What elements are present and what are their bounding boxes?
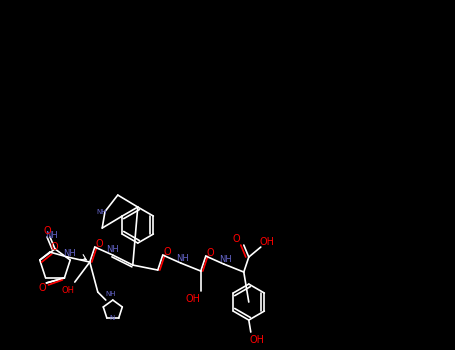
Text: NH: NH: [106, 291, 116, 297]
Text: OH: OH: [61, 286, 74, 295]
Text: O: O: [233, 234, 241, 244]
Text: O: O: [51, 242, 59, 252]
Text: NH: NH: [46, 231, 58, 240]
Text: NH: NH: [97, 209, 107, 215]
Text: O: O: [164, 247, 172, 257]
Text: NH: NH: [177, 253, 189, 262]
Text: OH: OH: [185, 294, 200, 304]
Text: O: O: [207, 248, 215, 258]
Text: OH: OH: [249, 335, 264, 345]
Text: O: O: [43, 226, 51, 236]
Text: N: N: [109, 315, 115, 321]
Text: NH: NH: [219, 254, 232, 264]
Text: O: O: [39, 283, 46, 293]
Text: OH: OH: [259, 237, 274, 247]
Text: NH: NH: [63, 248, 76, 258]
Text: O: O: [96, 239, 104, 249]
Text: NH: NH: [106, 245, 119, 253]
